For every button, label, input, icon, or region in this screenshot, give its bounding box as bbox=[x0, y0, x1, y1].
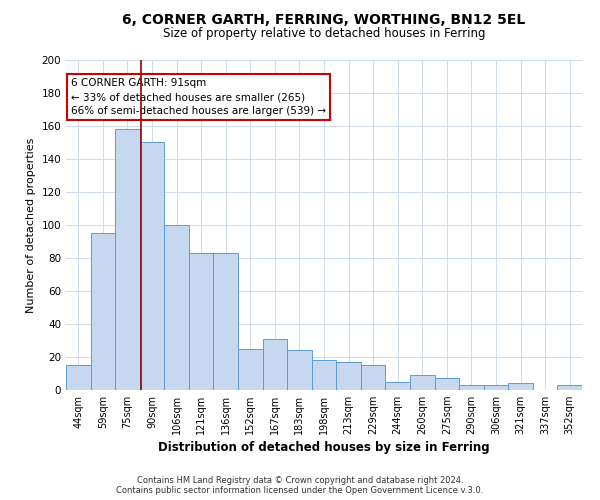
Bar bbox=[238, 349, 263, 390]
Text: Contains public sector information licensed under the Open Government Licence v.: Contains public sector information licen… bbox=[116, 486, 484, 495]
Bar bbox=[189, 253, 214, 390]
Bar bbox=[410, 375, 434, 390]
Bar bbox=[434, 378, 459, 390]
Text: Contains HM Land Registry data © Crown copyright and database right 2024.: Contains HM Land Registry data © Crown c… bbox=[137, 476, 463, 485]
Bar bbox=[484, 385, 508, 390]
Y-axis label: Number of detached properties: Number of detached properties bbox=[26, 138, 36, 312]
Bar bbox=[336, 362, 361, 390]
Bar bbox=[140, 142, 164, 390]
Text: 6 CORNER GARTH: 91sqm
← 33% of detached houses are smaller (265)
66% of semi-det: 6 CORNER GARTH: 91sqm ← 33% of detached … bbox=[71, 78, 326, 116]
Bar bbox=[91, 233, 115, 390]
Bar bbox=[287, 350, 312, 390]
Bar bbox=[312, 360, 336, 390]
Bar bbox=[361, 365, 385, 390]
Bar bbox=[385, 382, 410, 390]
Bar bbox=[164, 225, 189, 390]
Bar bbox=[214, 253, 238, 390]
Bar bbox=[66, 365, 91, 390]
Text: 6, CORNER GARTH, FERRING, WORTHING, BN12 5EL: 6, CORNER GARTH, FERRING, WORTHING, BN12… bbox=[122, 12, 526, 26]
Bar bbox=[115, 130, 140, 390]
Bar bbox=[263, 339, 287, 390]
X-axis label: Distribution of detached houses by size in Ferring: Distribution of detached houses by size … bbox=[158, 442, 490, 454]
Bar bbox=[557, 385, 582, 390]
Bar bbox=[459, 385, 484, 390]
Text: Size of property relative to detached houses in Ferring: Size of property relative to detached ho… bbox=[163, 28, 485, 40]
Bar bbox=[508, 384, 533, 390]
